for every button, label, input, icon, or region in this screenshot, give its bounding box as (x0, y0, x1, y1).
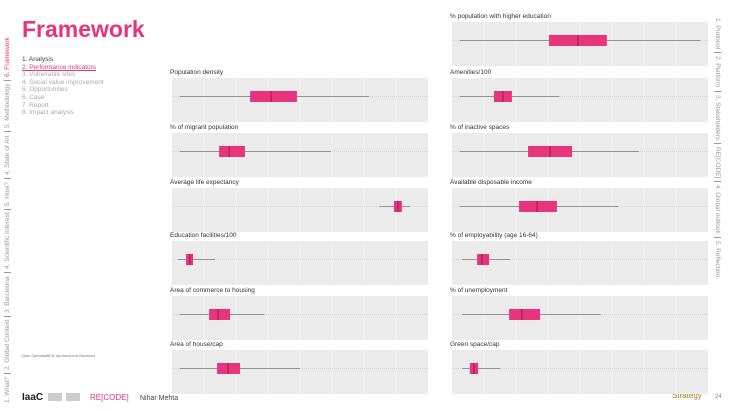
section: Strategy (672, 391, 702, 400)
menu-item: 7. Report (22, 101, 49, 109)
nav-item: 2. Platform (714, 56, 721, 92)
chart-title: Area of house/cap (170, 341, 223, 348)
box (519, 200, 557, 212)
chart-title: Amenities/100 (450, 69, 492, 76)
author: Nihar Mehta (140, 395, 178, 402)
nav-item: 3. Stakeholders (714, 94, 721, 144)
chart-title: Area of commerce to housing (170, 287, 255, 294)
menu-item: 2. Performance indicators (22, 63, 97, 71)
menu-item: 5. Opportunities (22, 86, 68, 94)
chart-title: Population density (170, 69, 224, 76)
nav-item: 4. Global outlook (714, 185, 721, 238)
chart-title: % of migrant population (170, 124, 239, 131)
menu: 1. Analysis 2. Performance indicators 3. V… (22, 56, 104, 117)
brand: RE[CODE] (90, 393, 129, 402)
menu-item: 1. Analysis (22, 56, 54, 63)
menu-item: 3. Vulnerable sites (22, 71, 76, 79)
chart-title: Available disposable income (450, 179, 532, 186)
chart-title: Education facilities/100 (170, 232, 237, 239)
chart-title: Green space/cap (450, 341, 500, 348)
logo-block (48, 393, 62, 401)
menu-item: 6. Case (22, 93, 45, 101)
box (250, 90, 297, 102)
chart-title: % of employability (age 16-64) (450, 232, 538, 239)
logo: IaaC (22, 392, 43, 403)
box (217, 362, 241, 374)
menu-item: 4. Social value improvement (22, 78, 104, 86)
nav-item: 5. Reflection (714, 240, 721, 278)
nav-item: 1. Protocol (714, 18, 721, 54)
slide-title: Framework (22, 16, 145, 42)
data-note: Data: OpendataBCN, Ajuntament de Barcelo… (22, 354, 96, 358)
box (477, 253, 490, 265)
menu-item: 8. Impact analysis (22, 109, 75, 117)
box (219, 145, 245, 157)
box (509, 308, 541, 320)
chart-title: Average life expectancy (170, 179, 240, 186)
right-nav: 1. Protocol 2. Platform 3. Stakeholders RE[… (714, 18, 721, 378)
logo-block (66, 393, 80, 401)
page-number: 24 (715, 394, 722, 400)
box (209, 308, 231, 320)
chart-title: % of unemployment (450, 287, 508, 294)
nav-item: RE[CODE] (714, 146, 721, 183)
chart-title: % population with higher education (450, 13, 551, 20)
chart-title: % of inactive spaces (450, 124, 510, 131)
